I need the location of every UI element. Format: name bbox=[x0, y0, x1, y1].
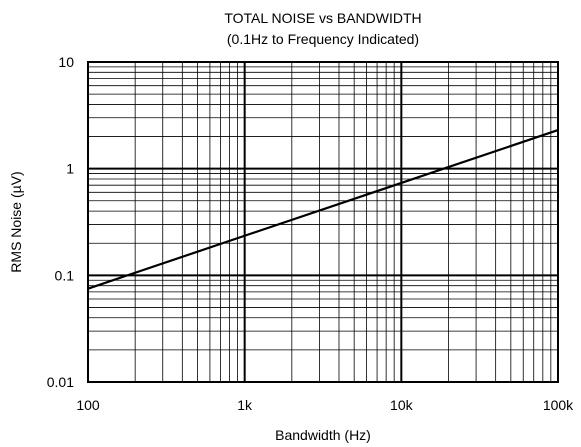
y-tick-label: 10 bbox=[58, 54, 74, 70]
grid-lines bbox=[87, 61, 559, 383]
y-tick-label: 0.1 bbox=[55, 267, 75, 283]
x-tick-label: 100 bbox=[76, 397, 100, 413]
x-axis-label: Bandwidth (Hz) bbox=[275, 427, 371, 443]
x-tick-label: 100k bbox=[543, 397, 574, 413]
series-layer bbox=[87, 129, 559, 290]
x-tick-label: 1k bbox=[237, 397, 253, 413]
x-tick-label: 10k bbox=[390, 397, 414, 413]
series-line bbox=[87, 129, 559, 290]
y-tick-label: 1 bbox=[66, 161, 74, 177]
tick-labels: 100 1k 10k 100k 0.01 0.1 1 10 bbox=[47, 54, 574, 413]
plot-frame bbox=[87, 61, 559, 383]
y-axis-label: RMS Noise (µV) bbox=[8, 171, 24, 272]
chart-title: TOTAL NOISE vs BANDWIDTH bbox=[224, 10, 421, 26]
y-tick-label: 0.01 bbox=[47, 374, 74, 390]
chart-subtitle: (0.1Hz to Frequency Indicated) bbox=[227, 31, 419, 47]
